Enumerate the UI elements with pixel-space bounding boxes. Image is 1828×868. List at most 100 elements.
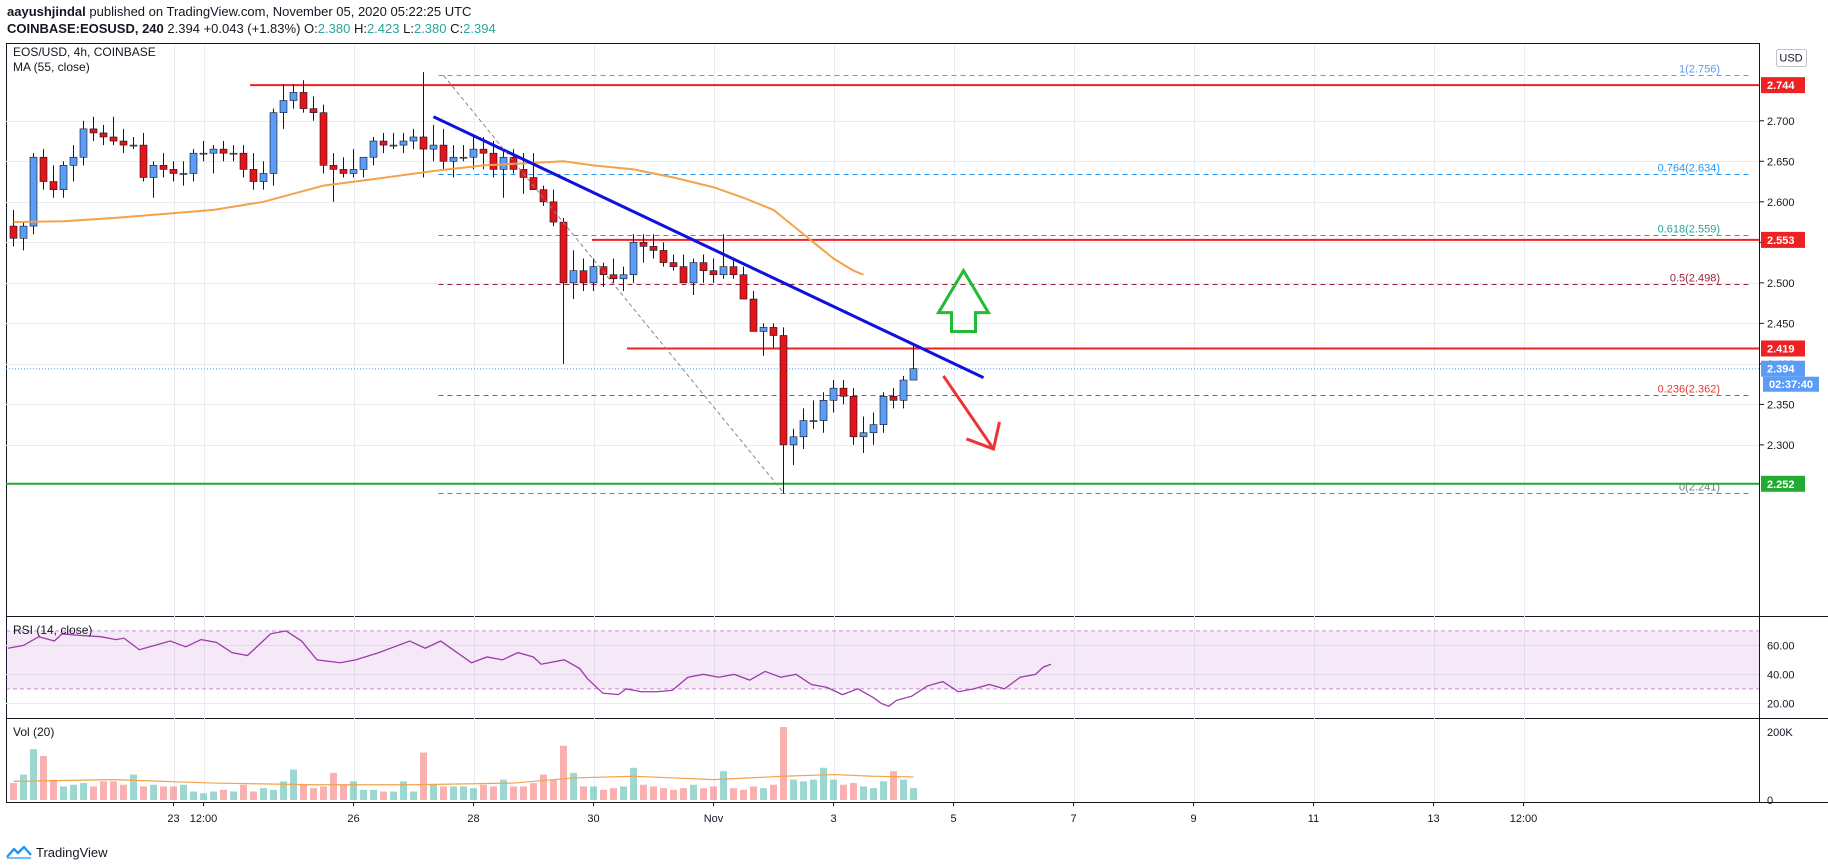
open-label: O: <box>304 21 318 36</box>
volume-bar-51 <box>520 786 527 800</box>
candle-3 <box>39 149 48 190</box>
candle-61 <box>619 266 628 291</box>
candle-body-45 <box>459 156 468 159</box>
volume-bar-65 <box>660 788 667 800</box>
volume-bar-22 <box>230 791 237 800</box>
volume-bar-88 <box>890 771 897 800</box>
volume-bar-50 <box>510 786 517 800</box>
candle-body-47 <box>479 148 488 154</box>
volume-bar-18 <box>190 791 197 800</box>
volume-bar-39 <box>400 781 407 800</box>
candle-20 <box>209 145 218 174</box>
volume-bar-60 <box>610 788 617 800</box>
candle-body-71 <box>719 266 728 276</box>
symbol-legend: EOS/USD, 4h, COINBASE <box>13 45 156 59</box>
candle-body-41 <box>419 136 428 150</box>
candle-59 <box>599 262 608 287</box>
price-axis[interactable]: 2.7002.6502.6002.5502.5002.4502.4002.350… <box>1760 116 1795 807</box>
candle-42 <box>429 124 438 162</box>
volume-bar-58 <box>590 786 597 800</box>
volume-bar-83 <box>840 784 847 800</box>
candle-body-66 <box>669 262 678 267</box>
volume-bar-79 <box>800 781 807 800</box>
rsi-tick-label-0: 60.00 <box>1767 640 1795 652</box>
publish-info: published on TradingView.com, November 0… <box>89 4 472 19</box>
candle-body-81 <box>819 400 828 421</box>
candle-body-80 <box>809 420 818 422</box>
candle-80 <box>809 400 818 429</box>
tradingview-brand[interactable]: TradingView <box>36 844 108 860</box>
candle-body-88 <box>889 395 898 401</box>
volume-bar-42 <box>430 784 437 800</box>
candle-body-26 <box>269 112 278 174</box>
time-tick-label-2: 26 <box>347 813 359 825</box>
candle-55 <box>559 218 568 364</box>
time-axis[interactable]: 23 12:00 26 28 30 Nov 3 5 7 9 11 13 12:00 <box>167 802 1537 825</box>
volume-bar-13 <box>140 786 147 800</box>
volume-bar-86 <box>870 788 877 800</box>
candle-11 <box>119 128 128 154</box>
candle-38 <box>389 132 398 150</box>
candle-body-9 <box>99 132 108 138</box>
candle-17 <box>179 161 188 186</box>
candle-body-83 <box>839 387 848 397</box>
volume-bar-38 <box>390 791 397 800</box>
candle-body-58 <box>589 266 598 284</box>
candle-41 <box>419 72 428 178</box>
time-tick-label-0: 23 <box>167 813 179 825</box>
time-tick-label-3: 28 <box>467 813 479 825</box>
volume-bar-61 <box>620 786 627 800</box>
candle-body-27 <box>279 100 288 113</box>
candle-body-23 <box>239 152 248 170</box>
volume-bar-24 <box>250 791 257 800</box>
candle-body-74 <box>749 298 758 332</box>
candle-87 <box>879 392 888 433</box>
candle-body-17 <box>179 173 188 175</box>
rsi-tick-label-2: 20.00 <box>1767 698 1795 710</box>
candle-72 <box>729 258 738 279</box>
time-tick-label-7: 5 <box>950 813 956 825</box>
candle-body-10 <box>109 136 118 142</box>
volume-bar-44 <box>450 786 457 800</box>
horizontal-levels[interactable] <box>6 84 1759 485</box>
candle-body-62 <box>629 242 638 276</box>
fib-diagonal[interactable] <box>443 75 784 494</box>
volume-bar-33 <box>340 784 347 800</box>
candle-73 <box>739 266 748 300</box>
volume-bar-76 <box>770 784 777 800</box>
arrow-down-head <box>965 421 1001 451</box>
candle-body-79 <box>799 420 808 438</box>
descending-trendline[interactable] <box>432 115 985 379</box>
volume-bar-9 <box>100 781 107 800</box>
time-tick-label-10: 11 <box>1308 813 1319 825</box>
volume-bars <box>10 727 917 800</box>
volume-bar-40 <box>410 791 417 800</box>
candle-body-87 <box>879 395 888 425</box>
author-name[interactable]: aayushjindal <box>7 4 86 19</box>
candle-body-8 <box>89 128 98 134</box>
ma55-line <box>13 160 864 276</box>
candle-31 <box>319 104 328 174</box>
candle-74 <box>749 290 758 332</box>
candle-81 <box>819 392 828 433</box>
close-value: 2.394 <box>463 21 496 36</box>
arrows[interactable] <box>935 267 1001 451</box>
volume-bar-1 <box>20 774 27 800</box>
volume-bar-69 <box>700 788 707 800</box>
tradingview-logo-icon[interactable] <box>6 845 32 859</box>
candle-78 <box>789 428 798 466</box>
header: aayushjindal published on TradingView.co… <box>0 0 1828 40</box>
price-badge-label-0: 2.744 <box>1767 80 1795 92</box>
currency-button[interactable] <box>1776 49 1807 67</box>
candle-body-20 <box>209 148 218 154</box>
candle-33 <box>339 157 348 178</box>
volume-tick-label-0: 200K <box>1767 727 1793 739</box>
candle-64 <box>649 234 658 259</box>
fibonacci-retracement[interactable]: 1(2.756) 0.764(2.634) 0.618(2.559) 0.5(2.49… <box>438 64 1751 494</box>
volume-bar-20 <box>210 791 217 800</box>
candle-body-59 <box>599 266 608 276</box>
footer: TradingView <box>6 842 108 862</box>
volume-bar-0 <box>10 783 17 800</box>
price-badges: 2.744 2.553 2.419 2.394 2.252 <box>1761 77 1805 492</box>
